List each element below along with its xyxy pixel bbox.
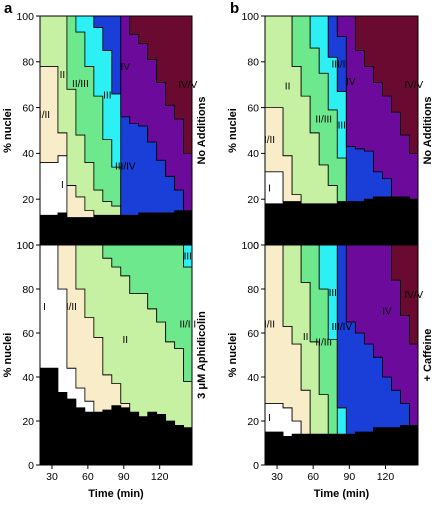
region-label-iii: III <box>338 120 346 131</box>
region-label-ii-iii: II/III <box>315 115 332 126</box>
y-tick-label: 80 <box>22 57 34 69</box>
condition-label: No Additions <box>422 96 434 164</box>
region-label-iv-v: IV/V <box>404 80 423 91</box>
y-tick-label: 40 <box>247 372 259 384</box>
y-axis-title: % nuclei <box>227 333 239 378</box>
x-axis-title: Time (min) <box>314 488 370 500</box>
region-label-unlabelled: Unlabelled <box>318 441 365 452</box>
y-tick-label: 100 <box>241 240 259 252</box>
panel-letter-a: a <box>4 0 13 17</box>
region-label-iv-v: IV/V <box>178 80 197 91</box>
x-tick-label: 90 <box>343 471 355 483</box>
region-label-iv-v: IV/V <box>404 290 423 301</box>
y-tick-label: 60 <box>247 328 259 340</box>
y-tick-label: 20 <box>22 416 34 428</box>
condition-label: 3 μM Aphidicolin <box>196 311 208 399</box>
x-tick-label: 60 <box>82 471 94 483</box>
region-label-ii-iii: II/III <box>179 320 196 331</box>
region-label-ii-iii: II/III <box>72 79 89 90</box>
region-label-unlabelled: Unlabelled <box>318 216 365 227</box>
region-label-ii-iii: II/III <box>315 337 332 348</box>
region-label-i-ii: I/II <box>39 110 50 121</box>
charts-layer: UnlabelledII/IIIIII/IIIIIIIII/IVIVIV/V02… <box>2 11 434 500</box>
condition-label: + Caffeine <box>422 329 434 382</box>
x-tick-label: 120 <box>377 471 395 483</box>
region-label-iii-iv: III/IV <box>332 322 353 333</box>
y-tick-label: 60 <box>22 328 34 340</box>
region-label-ii: II <box>285 81 291 92</box>
region-label-i-ii: I/II <box>66 302 77 313</box>
x-axis-title: Time (min) <box>88 488 144 500</box>
panel-letter-b: b <box>230 0 239 17</box>
region-label-ii: II <box>303 332 309 343</box>
y-axis-title: % nuclei <box>227 108 239 153</box>
y-tick-label: 40 <box>247 148 259 160</box>
plot-frame <box>264 244 419 466</box>
region-label-iv: IV <box>121 62 131 73</box>
condition-label: No Additions <box>196 96 208 164</box>
region-label-iv: IV <box>382 307 392 318</box>
region-label-unlabelled: Unlabelled <box>92 223 139 234</box>
y-tick-label: 60 <box>247 102 259 114</box>
plot-frame <box>39 244 193 466</box>
region-label-i-ii: I/II <box>264 320 275 331</box>
region-label-ii: II <box>122 335 128 346</box>
y-axis-title: % nuclei <box>2 108 14 153</box>
y-tick-label: 80 <box>22 284 34 296</box>
region-label-i: I <box>268 413 271 424</box>
y-axis-title: % nuclei <box>2 333 14 378</box>
y-tick-label: 80 <box>247 57 259 69</box>
y-tick-label: 80 <box>247 284 259 296</box>
y-tick-label: 40 <box>22 372 34 384</box>
y-tick-label: 20 <box>22 194 34 206</box>
y-tick-label: 0 <box>28 240 34 252</box>
region-label-ii: II <box>60 70 66 81</box>
x-tick-label: 60 <box>307 471 319 483</box>
y-tick-label: 100 <box>16 11 34 23</box>
chart-panel-a-no-additions: UnlabelledII/IIIIII/IIIIIIIII/IVIVIV/V02… <box>2 11 208 252</box>
y-tick-label: 0 <box>253 240 259 252</box>
region-label-iii: III <box>184 252 192 263</box>
region-label-iii: III <box>329 288 337 299</box>
y-tick-label: 60 <box>22 102 34 114</box>
y-tick-label: 0 <box>28 460 34 472</box>
region-label-iii-iv: III/IV <box>115 161 136 172</box>
y-tick-label: 20 <box>247 194 259 206</box>
y-tick-label: 100 <box>16 240 34 252</box>
region-label-i: I <box>61 180 64 191</box>
x-tick-label: 30 <box>271 471 283 483</box>
y-tick-label: 100 <box>241 11 259 23</box>
region-label-i-ii: I/II <box>264 135 275 146</box>
region-label-unlabelled: Unlabelled <box>92 412 139 423</box>
region-label-iii: III <box>103 91 111 102</box>
region-label-iii-iv: III/IV <box>332 60 353 71</box>
x-tick-label: 120 <box>151 471 169 483</box>
region-label-iv: IV <box>346 77 356 88</box>
y-tick-label: 20 <box>247 416 259 428</box>
region-label-i: I <box>43 302 46 313</box>
region-label-i: I <box>268 183 271 194</box>
y-tick-label: 0 <box>253 460 259 472</box>
x-tick-label: 30 <box>46 471 58 483</box>
y-tick-label: 40 <box>22 148 34 160</box>
x-tick-label: 90 <box>118 471 130 483</box>
